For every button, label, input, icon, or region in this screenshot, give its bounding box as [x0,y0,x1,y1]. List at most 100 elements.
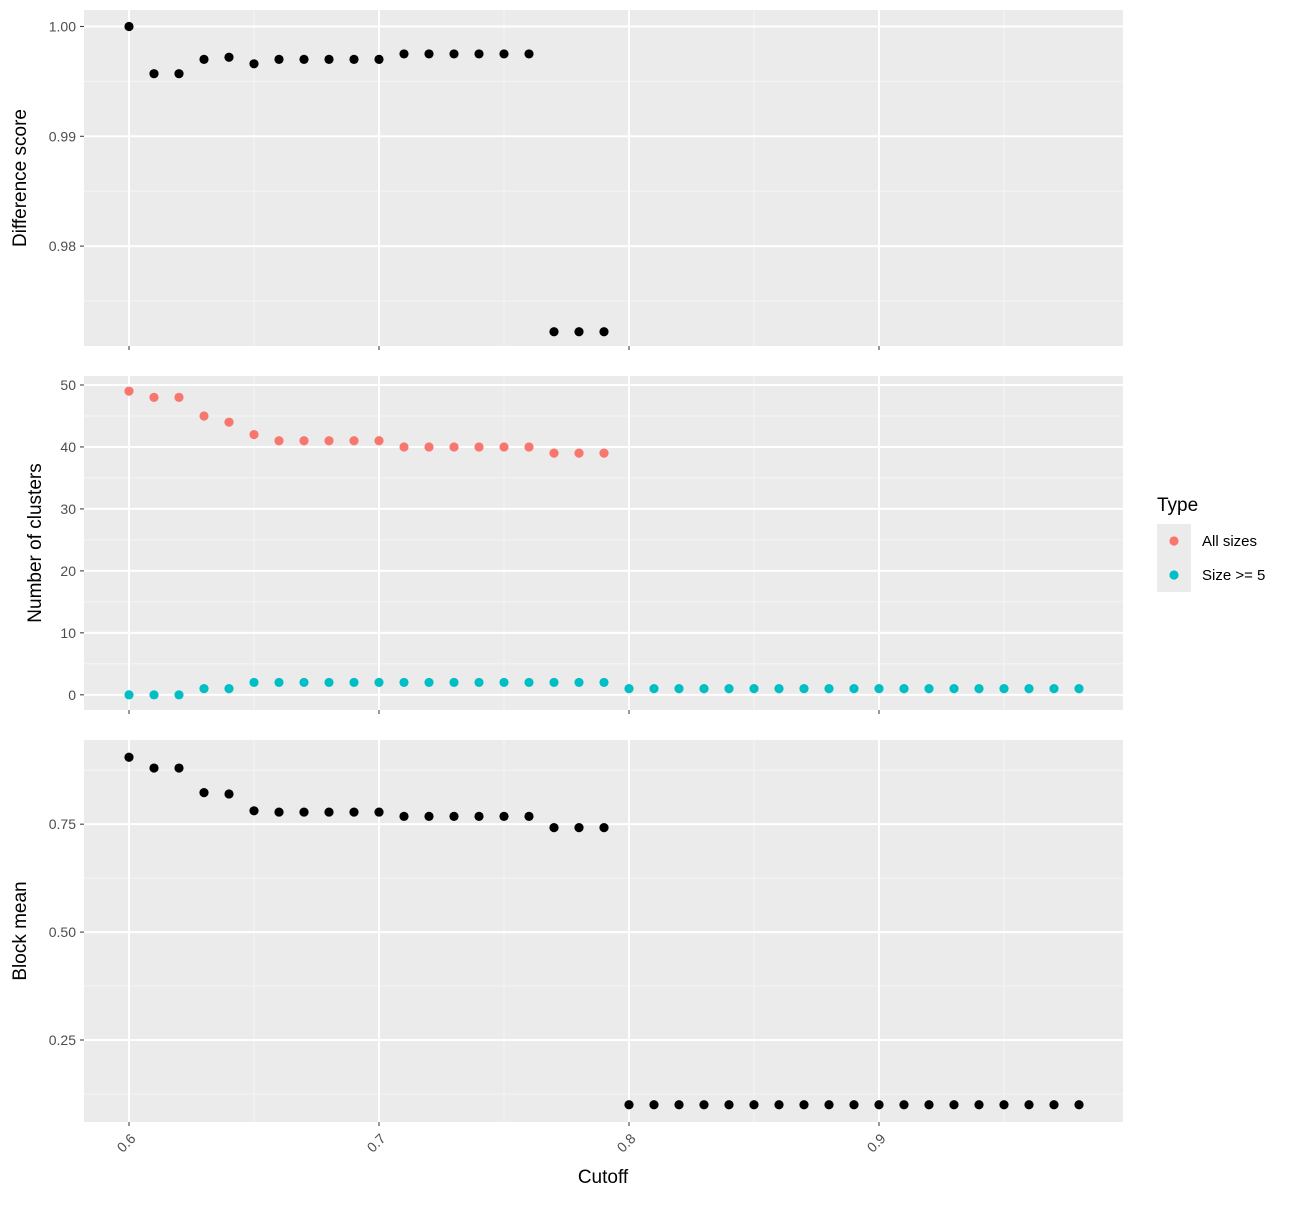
data-point [799,1100,809,1110]
data-point [349,54,359,65]
data-point [1074,1100,1084,1110]
data-point [874,684,884,694]
data-point [524,442,534,452]
series-size-5 [124,677,1084,700]
data-point [549,677,559,688]
y-axis-title: Number of clusters [25,463,46,622]
data-point [499,49,509,59]
data-point [474,49,484,59]
legend-label: All sizes [1202,533,1257,550]
panel-background [84,376,1123,710]
legend-entry-2: Size >= 5 [1157,558,1265,592]
y-tick-label: 0.75 [49,816,76,832]
data-point [474,442,484,452]
data-point [249,806,259,816]
data-point [374,677,384,688]
series-points [124,752,1084,1110]
data-point [674,1100,684,1110]
data-point [1049,684,1059,694]
data-point [599,823,609,833]
data-point [949,1100,959,1110]
panel-1: 0.98 0.99 1.00 Difference score [10,10,1123,350]
y-tick-label: 40 [60,439,76,455]
data-point [324,436,334,446]
data-point [799,684,809,694]
data-point [324,54,334,65]
y-tick-label: 0.25 [49,1032,76,1048]
data-point [449,442,459,452]
data-point [249,677,259,688]
data-point [899,1100,909,1110]
data-point [199,684,209,694]
y-tick-label: 50 [60,377,76,393]
legend-key-point [1169,570,1179,580]
series-points [124,21,609,337]
data-point [299,54,309,65]
data-point [974,1100,984,1110]
data-point [399,49,409,59]
data-point [524,677,534,688]
data-point [1024,684,1034,694]
x-tick-label: 0.9 [864,1130,889,1155]
data-point [274,54,284,65]
panel-background [84,10,1123,346]
data-point [224,789,234,799]
data-point [124,21,134,32]
data-point [549,823,559,833]
data-point [924,684,934,694]
data-point [499,677,509,688]
legend-key-point [1169,536,1179,546]
y-tick-label: 20 [60,563,76,579]
x-tick-label: 0.7 [364,1130,389,1155]
data-point [149,69,159,79]
y-tick-label: 1.00 [49,18,76,34]
y-axis-title: Difference score [10,109,31,247]
data-point [724,1100,734,1110]
data-point [299,436,309,446]
data-point [524,49,534,59]
data-point [199,54,209,65]
data-point [1074,684,1084,694]
data-point [874,1100,884,1110]
data-point [299,807,309,817]
data-point [224,684,234,694]
data-point [624,1100,634,1110]
x-tick-labels: 0.6 0.7 0.8 0.9 [114,1130,889,1155]
data-point [549,448,559,458]
legend-title: Type [1157,495,1198,516]
data-point [349,807,359,817]
data-point [149,763,159,773]
data-point [174,69,184,79]
data-point [949,684,959,694]
data-point [124,752,134,762]
data-point [274,677,284,688]
y-tick-label: 10 [60,625,76,641]
data-point [624,684,634,694]
data-point [474,811,484,822]
data-point [549,327,559,337]
legend-entries: All sizes Size >= 5 [1157,524,1265,592]
data-point [774,1100,784,1110]
data-point [699,1100,709,1110]
data-point [449,677,459,688]
data-point [824,1100,834,1110]
data-point [149,690,159,700]
panel-background [84,740,1123,1122]
data-point [824,684,834,694]
y-tick-label: 0.50 [49,924,76,940]
data-point [424,49,434,59]
data-point [249,59,259,69]
data-point [274,807,284,817]
data-point [324,807,334,817]
data-point [399,442,409,452]
data-point [299,677,309,688]
data-point [424,811,434,822]
x-axis-title: Cutoff [578,1167,629,1188]
data-point [749,1100,759,1110]
y-axis-title: Block mean [10,881,31,980]
data-point [374,54,384,65]
data-point [1049,1100,1059,1110]
data-point [574,677,584,688]
data-point [199,411,209,421]
